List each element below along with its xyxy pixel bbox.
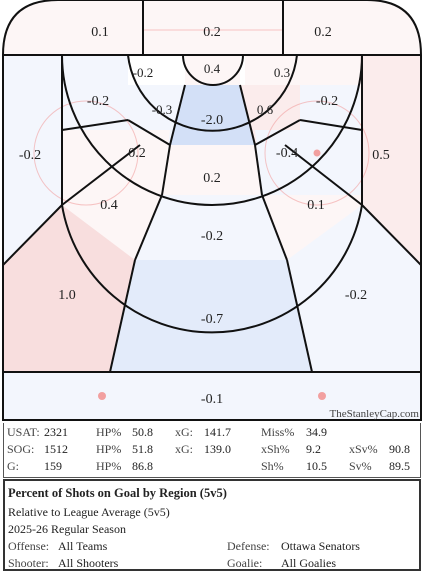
value-label-crease-top: 0.4 <box>204 61 221 76</box>
xg2-label: xG: <box>175 442 193 456</box>
season-label: 2025-26 Regular Season <box>8 522 126 536</box>
stats-table: USAT: 2321 SOG: 1512 G: 159 HP% 50.8 HP%… <box>3 423 421 478</box>
faceoff-dot-right <box>313 149 321 157</box>
value-label-inner-right-top: 0.3 <box>274 65 290 80</box>
credit: TheStanleyCap.com <box>329 408 419 420</box>
g-value: 159 <box>44 459 62 473</box>
value-label-point-center: -0.7 <box>201 312 223 327</box>
value-label-inner-left-top: -0.2 <box>133 65 154 80</box>
region-crease-top <box>185 55 240 85</box>
value-label-top-right: 0.2 <box>314 25 332 40</box>
region-boundaries <box>3 0 421 373</box>
xsh-label: xSh% <box>261 442 290 456</box>
sv-value: 89.5 <box>389 459 410 473</box>
region-slot-mid <box>162 145 262 195</box>
value-label-point-left: 1.0 <box>58 288 76 303</box>
region-top-left <box>3 0 143 55</box>
region-slot-low <box>135 195 287 260</box>
region-right-lower <box>262 195 362 260</box>
value-label-slot-top: -2.0 <box>201 113 223 128</box>
miss-label: Miss% <box>261 425 295 439</box>
region-far-right <box>360 55 421 265</box>
value-label-slot-mid: 0.2 <box>203 171 221 186</box>
region-far-left <box>3 55 62 265</box>
shot-region-map: 0.1 0.2 0.2 0.4 -0.2 0.3 -0.3 -2.0 0.6 -0.2 -0.2 -0… <box>2 0 422 421</box>
defense-value: Ottawa Senators <box>281 539 360 553</box>
hp2-label: HP% <box>96 442 122 456</box>
offense-value: All Teams <box>58 539 108 553</box>
chart-title: Percent of Shots on Goal by Region (5v5) <box>8 486 227 500</box>
region-slot-top <box>170 85 255 145</box>
faceoff-dot-right-neutral <box>318 392 326 400</box>
g-label: G: <box>7 459 19 473</box>
miss-value: 34.9 <box>306 425 327 439</box>
value-label-far-left: -0.2 <box>19 148 41 163</box>
region-top-right <box>283 0 421 55</box>
hp1-label: HP% <box>96 425 122 439</box>
xsv-value: 90.8 <box>389 442 410 456</box>
xsv-label: xSv% <box>349 442 378 456</box>
value-label-slot-low: -0.2 <box>201 229 223 244</box>
value-label-right-circle: -0.4 <box>276 146 298 161</box>
hp2-value: 51.8 <box>132 442 153 456</box>
value-label-inner-right: 0.6 <box>257 102 274 117</box>
value-label-right-lower: 0.1 <box>307 198 325 213</box>
xsh-value: 9.2 <box>306 442 321 456</box>
value-label-mid-left-upper: -0.2 <box>87 94 109 109</box>
value-label-far-right: 0.5 <box>372 148 390 163</box>
usat-label: USAT: <box>7 425 40 439</box>
hp1-value: 50.8 <box>132 425 153 439</box>
region-right-circle <box>255 130 362 205</box>
region-mid-right-upper <box>300 85 360 130</box>
rink-markings <box>33 29 370 206</box>
value-label-top-center: 0.2 <box>203 25 221 40</box>
value-label-top-left: 0.1 <box>91 25 109 40</box>
xg1-value: 141.7 <box>204 425 231 439</box>
region-mid-left-upper <box>62 85 128 130</box>
chart-subtitle: Relative to League Average (5v5) <box>8 505 170 519</box>
faceoff-dot-left-neutral <box>98 392 106 400</box>
region-point-center <box>110 260 312 372</box>
info-panel: Percent of Shots on Goal by Region (5v5)… <box>3 479 421 571</box>
offense-label: Offense: <box>8 539 50 553</box>
region-left-circle <box>62 130 170 205</box>
sog-label: SOG: <box>7 442 35 456</box>
region-point-left <box>3 205 135 372</box>
value-label-inner-left: -0.3 <box>152 102 173 117</box>
sh-value: 10.5 <box>306 459 327 473</box>
defense-label: Defense: <box>227 539 270 553</box>
sh-label: Sh% <box>261 459 284 473</box>
sv-label: Sv% <box>349 459 372 473</box>
hp3-value: 86.8 <box>132 459 153 473</box>
region-top-center <box>143 0 283 55</box>
shooter-value: All Shooters <box>58 556 119 570</box>
goalie-value: All Goalies <box>281 556 336 570</box>
goalie-label: Goalie: <box>227 556 263 570</box>
hp3-label: HP% <box>96 459 122 473</box>
rink-outline <box>2 0 422 421</box>
value-label-point-right: -0.2 <box>345 288 367 303</box>
value-label-blue-line: -0.1 <box>201 392 223 407</box>
value-label-left-lower: 0.4 <box>100 198 118 213</box>
value-label-mid-right-upper: -0.2 <box>316 94 338 109</box>
shooter-label: Shooter: <box>8 556 49 570</box>
region-point-right <box>287 205 421 372</box>
region-blue-line <box>3 372 421 420</box>
usat-value: 2321 <box>44 425 68 439</box>
value-label-left-circle: 0.2 <box>128 146 146 161</box>
region-left-lower <box>62 195 162 260</box>
xg1-label: xG: <box>175 425 193 439</box>
xg2-value: 139.0 <box>204 442 231 456</box>
sog-value: 1512 <box>44 442 68 456</box>
